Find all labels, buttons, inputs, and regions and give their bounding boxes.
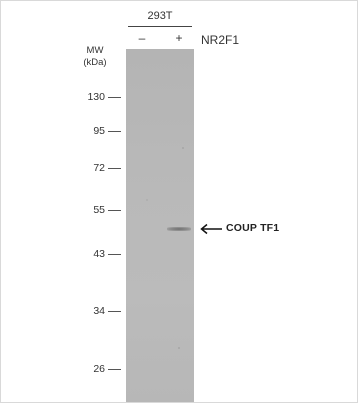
mw-marker-label: 72: [93, 162, 105, 174]
treatment-label: NR2F1: [201, 33, 240, 47]
mw-marker-label: 55: [93, 204, 105, 216]
lane-label-plus: +: [175, 31, 183, 45]
protein-band: [167, 227, 191, 231]
lane-label-minus: –: [138, 31, 146, 45]
mw-marker-tick: [108, 97, 121, 98]
blot-speck: [146, 199, 148, 201]
mw-marker-tick: [108, 168, 121, 169]
mw-marker-label: 130: [87, 91, 105, 103]
mw-marker-label: 43: [93, 248, 105, 260]
cell-line-label: 293T: [147, 10, 173, 22]
mw-marker-tick: [108, 254, 121, 255]
mw-header: MW (kDa): [67, 45, 123, 69]
mw-header-title: MW: [86, 45, 104, 56]
mw-marker-tick: [108, 131, 121, 132]
mw-marker-label: 34: [93, 305, 105, 317]
mw-marker-label: 95: [93, 125, 105, 137]
mw-marker-tick: [108, 311, 121, 312]
mw-marker-tick: [108, 369, 121, 370]
blot-speck: [182, 147, 184, 149]
cell-line-bracket: [128, 26, 192, 27]
mw-marker-tick: [108, 210, 121, 211]
band-label: COUP TF1: [226, 222, 280, 234]
blot-speck: [178, 347, 180, 349]
blot-membrane: [126, 49, 194, 402]
arrow-left-icon: [200, 223, 222, 235]
mw-marker-label: 26: [93, 363, 105, 375]
mw-header-unit: (kDa): [83, 57, 107, 68]
